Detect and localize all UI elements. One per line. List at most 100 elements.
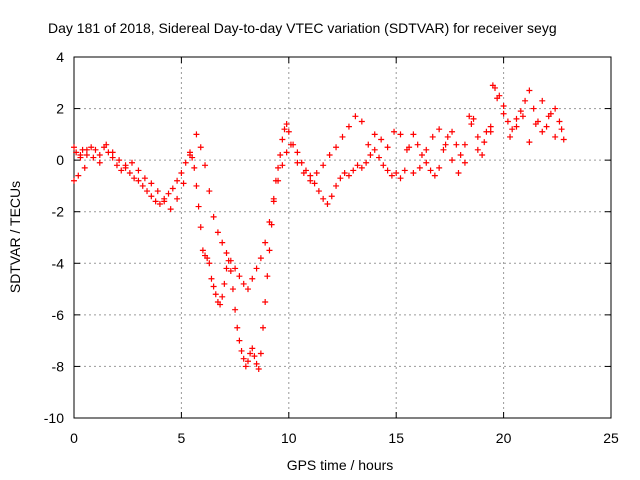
data-point — [281, 126, 288, 133]
data-point — [229, 286, 236, 293]
data-point — [217, 301, 224, 308]
data-point — [500, 110, 507, 117]
data-point — [152, 198, 159, 205]
data-point — [410, 170, 417, 177]
data-point — [275, 177, 282, 184]
data-point — [206, 260, 213, 267]
data-point — [161, 198, 168, 205]
data-point — [92, 146, 99, 153]
data-point — [393, 170, 400, 177]
data-point — [262, 239, 269, 246]
data-point — [154, 188, 161, 195]
data-point — [337, 175, 344, 182]
data-point — [236, 273, 243, 280]
data-point — [253, 360, 260, 367]
data-point — [156, 200, 163, 207]
data-point — [83, 151, 90, 158]
data-point — [513, 123, 520, 130]
data-point — [73, 149, 80, 156]
data-point — [244, 358, 251, 365]
data-point — [522, 97, 529, 104]
data-point — [262, 298, 269, 305]
data-point — [474, 133, 481, 140]
data-point — [401, 167, 408, 174]
data-point — [311, 180, 318, 187]
y-tick-label: 0 — [56, 152, 64, 168]
y-tick-label: 4 — [56, 49, 64, 65]
data-point — [468, 121, 475, 128]
y-tick-label: -10 — [44, 410, 64, 426]
data-point — [244, 286, 251, 293]
x-tick-label: 20 — [496, 430, 512, 446]
data-point — [77, 151, 84, 158]
data-point — [204, 255, 211, 262]
data-point — [376, 154, 383, 161]
x-tick-label: 0 — [70, 430, 78, 446]
data-point — [189, 154, 196, 161]
y-tick-label: -4 — [52, 255, 65, 271]
data-point — [234, 324, 241, 331]
data-point — [492, 84, 499, 91]
data-point — [126, 170, 133, 177]
data-point — [113, 162, 120, 169]
data-point — [380, 162, 387, 169]
data-point — [363, 159, 370, 166]
data-point — [481, 139, 488, 146]
data-point — [320, 162, 327, 169]
data-point — [270, 198, 277, 205]
data-point — [519, 113, 526, 120]
data-point — [391, 128, 398, 135]
data-point — [423, 146, 430, 153]
data-point — [449, 157, 456, 164]
data-point — [494, 95, 501, 102]
data-point — [253, 265, 260, 272]
data-point — [195, 203, 202, 210]
data-point — [326, 151, 333, 158]
data-point — [249, 275, 256, 282]
data-point — [255, 366, 262, 373]
data-point — [427, 167, 434, 174]
data-point — [487, 123, 494, 130]
data-point — [556, 118, 563, 125]
data-point — [365, 141, 372, 148]
data-point — [423, 159, 430, 166]
data-point — [345, 123, 352, 130]
data-point — [300, 170, 307, 177]
data-point — [333, 144, 340, 151]
data-point — [182, 159, 189, 166]
data-point — [397, 175, 404, 182]
y-axis-label: SDTVAR / TECUs — [7, 181, 23, 293]
data-point — [139, 182, 146, 189]
data-point — [251, 353, 258, 360]
data-point — [81, 164, 88, 171]
data-point — [141, 175, 148, 182]
data-point — [416, 164, 423, 171]
data-point — [71, 177, 77, 184]
data-point — [131, 175, 138, 182]
data-point — [109, 149, 116, 156]
grid — [74, 57, 611, 418]
data-point — [96, 151, 103, 158]
data-point — [197, 144, 204, 151]
data-point — [470, 115, 477, 122]
data-point — [388, 172, 395, 179]
data-point — [266, 247, 273, 254]
data-point — [264, 273, 271, 280]
data-point — [275, 164, 282, 171]
data-point — [247, 350, 254, 357]
data-point — [517, 108, 524, 115]
data-point — [384, 167, 391, 174]
data-point — [507, 133, 514, 140]
data-point — [219, 239, 226, 246]
data-point — [352, 113, 359, 120]
data-point — [414, 141, 421, 148]
data-point — [367, 151, 374, 158]
data-point — [174, 195, 181, 202]
data-point — [148, 193, 155, 200]
data-point — [75, 172, 82, 179]
data-point — [397, 131, 404, 138]
data-points — [71, 82, 567, 373]
data-point — [199, 247, 206, 254]
axis-ticks: 0 5 10 15 20 25 -10 -8 -6 -4 -2 0 2 4 — [44, 49, 619, 446]
data-point — [558, 126, 565, 133]
